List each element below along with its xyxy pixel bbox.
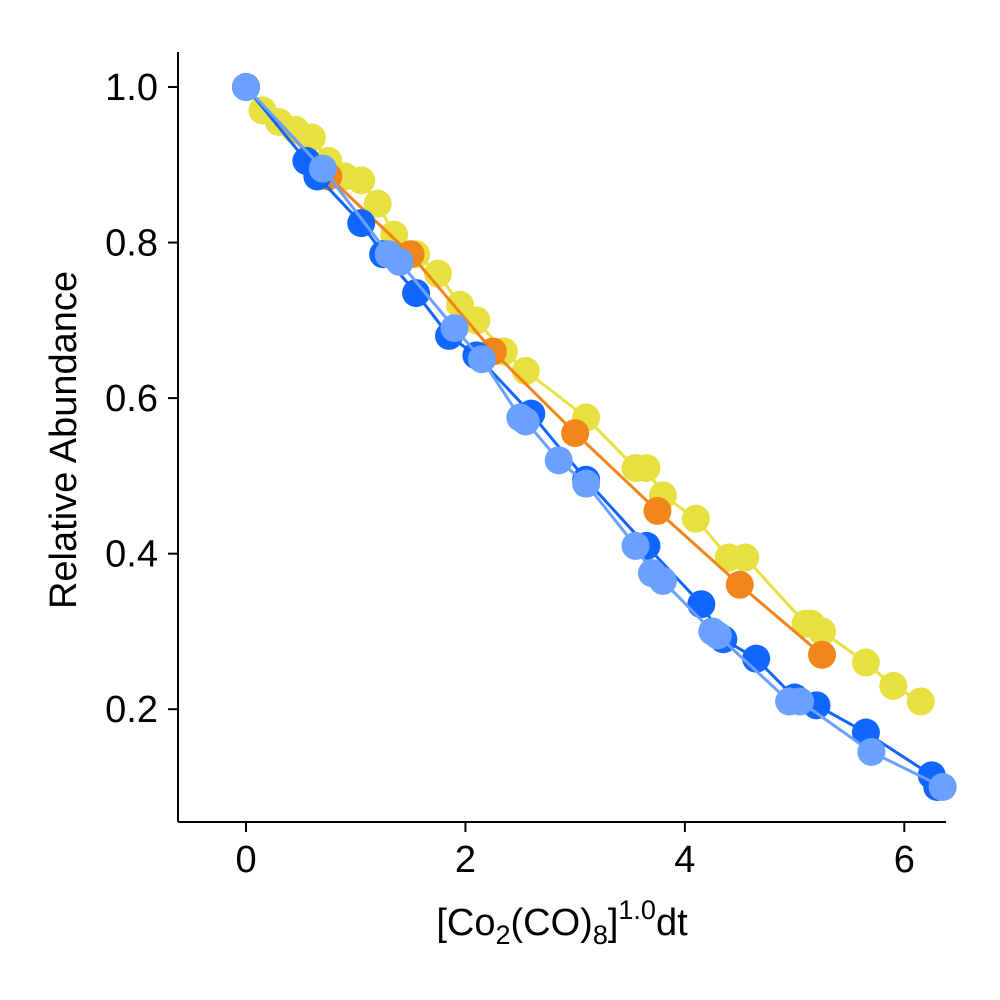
data-point (511, 407, 540, 436)
x-tick-label: 6 (894, 839, 915, 881)
x-tick-label: 0 (235, 839, 256, 881)
x-label-prefix: [Co (436, 902, 495, 944)
y-tick-label: 0.2 (105, 689, 158, 731)
data-point (385, 248, 414, 276)
series-layer (232, 73, 957, 801)
data-point (928, 773, 957, 801)
data-point (731, 543, 760, 572)
data-point (808, 640, 837, 669)
series-4 (232, 73, 957, 801)
data-point (511, 356, 540, 385)
x-tick-label: 2 (455, 839, 476, 881)
data-point (402, 279, 431, 308)
data-point (648, 566, 677, 595)
data-point (440, 314, 469, 343)
data-point (467, 345, 496, 374)
x-label-suffix: dt (656, 902, 688, 944)
ticks-layer: 0 2 4 6 0.2 0.4 0.6 0.8 1.0 (105, 67, 915, 881)
data-point (643, 496, 672, 525)
data-point (703, 621, 732, 650)
data-point (363, 189, 392, 218)
x-label-sub1: 2 (495, 920, 510, 950)
data-point (879, 671, 908, 700)
series-line (244, 85, 823, 656)
data-point (681, 504, 710, 533)
y-tick-label: 1.0 (105, 67, 158, 109)
data-point (808, 617, 837, 646)
x-label-sup: 1.0 (618, 895, 656, 925)
y-tick-label: 0.6 (105, 378, 158, 420)
data-point (851, 648, 880, 677)
data-point (561, 419, 590, 448)
data-point (857, 738, 886, 766)
data-point (347, 209, 376, 238)
data-point (725, 570, 754, 599)
data-point (544, 446, 573, 475)
data-point (308, 154, 337, 183)
y-tick-label: 0.8 (105, 223, 158, 265)
data-point (786, 687, 815, 716)
x-label-sub2: 8 (593, 920, 608, 950)
data-point (572, 469, 601, 498)
data-point (424, 259, 453, 288)
data-point (632, 454, 661, 483)
data-point (906, 687, 935, 716)
y-axis-label: Relative Abundance (43, 271, 85, 609)
y-tick-label: 0.4 (105, 534, 158, 576)
x-label-close: ] (608, 902, 619, 944)
data-point (462, 306, 491, 335)
x-tick-label: 4 (674, 839, 695, 881)
axes-layer (177, 52, 946, 823)
x-axis-label: [Co2(CO)8]1.0dt (436, 895, 688, 950)
data-point (232, 73, 261, 101)
data-point (621, 531, 650, 560)
data-point (347, 166, 376, 195)
data-point (297, 123, 326, 152)
data-point (742, 644, 771, 673)
data-point (687, 590, 716, 619)
x-label-mid: (CO) (511, 902, 593, 944)
